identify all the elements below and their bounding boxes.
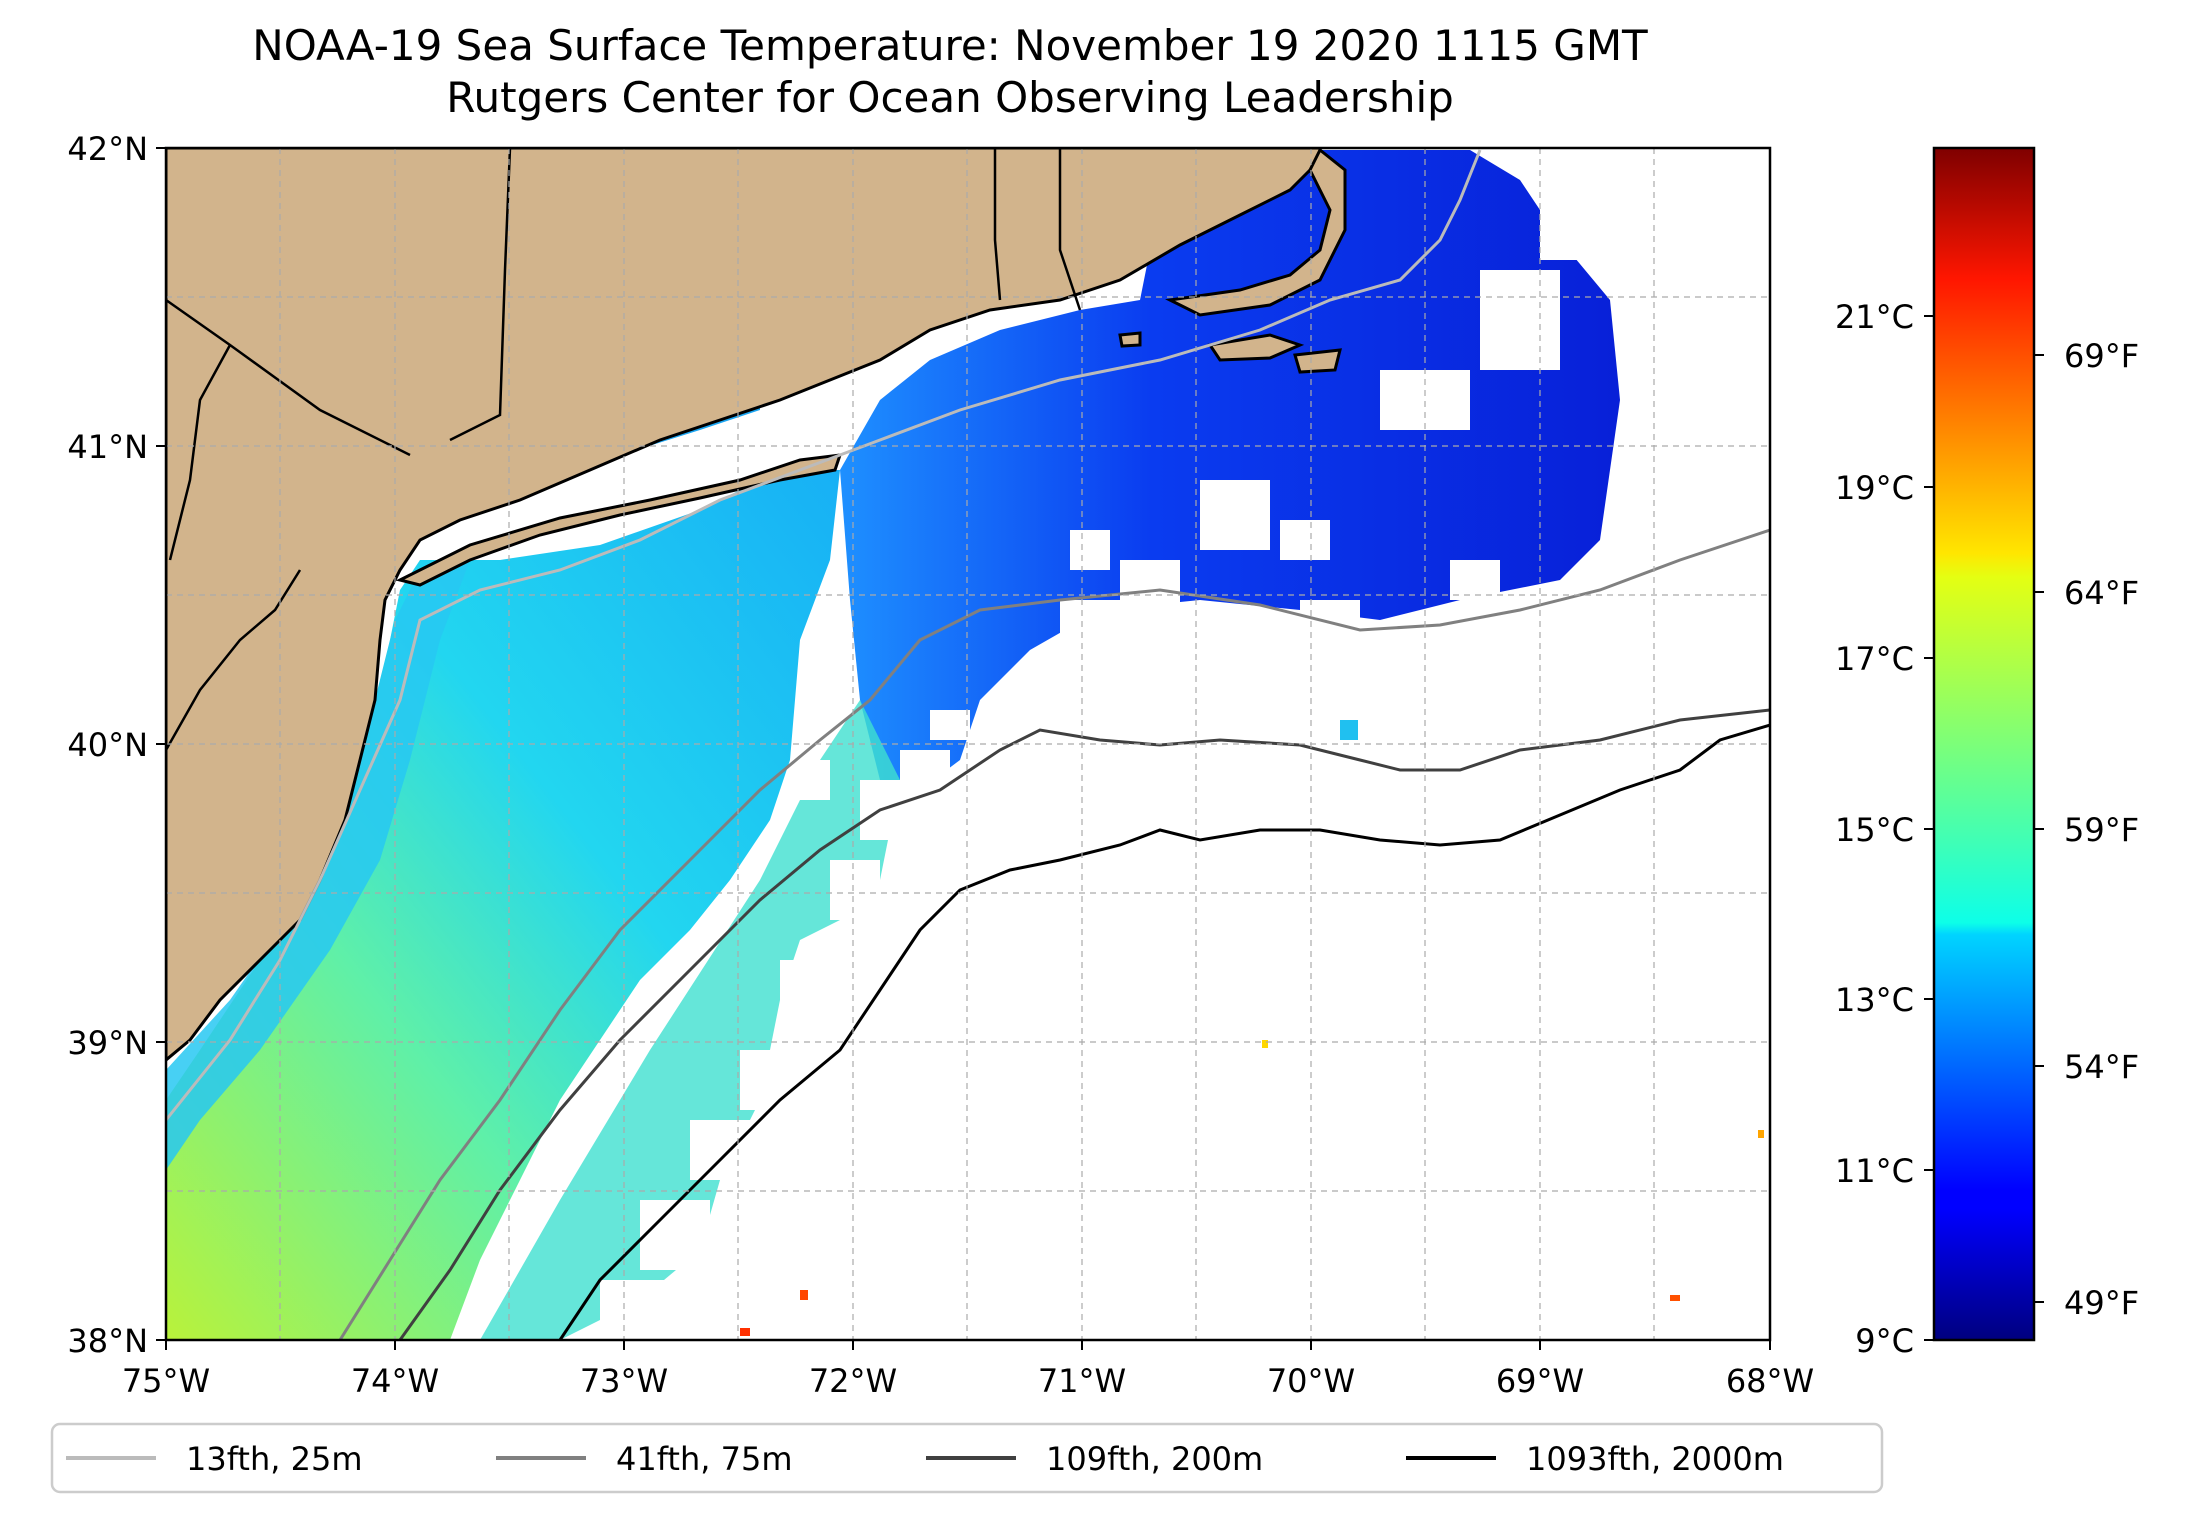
- fahrenheit-tick-label: 49°F: [2064, 1284, 2139, 1322]
- colorbar-gradient: [1932, 146, 2036, 1342]
- legend-label: 13fth, 25m: [186, 1440, 362, 1478]
- warm-specks: [740, 720, 1764, 1336]
- celsius-tick-label: 21°C: [1835, 298, 1914, 336]
- lon-tick-label: 69°W: [1496, 1362, 1584, 1400]
- lon-tick-label: 68°W: [1726, 1362, 1814, 1400]
- depth-legend: 13fth, 25m 41fth, 75m 109fth, 200m 1093f…: [50, 1422, 1884, 1494]
- cloud-gaps: [600, 200, 1600, 1340]
- lon-tick-label: 73°W: [580, 1362, 668, 1400]
- celsius-tick-label: 11°C: [1835, 1152, 1914, 1190]
- contour-200m: [398, 708, 1770, 1340]
- land-block-island: [1118, 331, 1142, 348]
- land-martha-vineyard: [1207, 333, 1305, 362]
- legend-label: 41fth, 75m: [616, 1440, 792, 1478]
- lon-tick-label: 75°W: [122, 1362, 210, 1400]
- land-nantucket: [1293, 348, 1342, 374]
- land-long-island: [395, 453, 843, 587]
- lat-tick-label: 38°N: [67, 1322, 148, 1360]
- state-borders: [166, 148, 1082, 751]
- longitude-axis: 75°W 74°W 73°W 72°W 71°W 70°W 69°W 68°W: [122, 1340, 1814, 1400]
- sst-northern-cold-water: [840, 150, 1620, 790]
- fahrenheit-tick-label: 69°F: [2064, 337, 2139, 375]
- sst-shelf-water: [166, 470, 840, 1340]
- lon-tick-label: 74°W: [351, 1362, 439, 1400]
- sst-offshore-fringe: [480, 700, 900, 1340]
- lat-tick-label: 42°N: [67, 130, 148, 168]
- legend-label: 109fth, 200m: [1046, 1440, 1263, 1478]
- celsius-tick-label: 15°C: [1835, 811, 1914, 849]
- lat-tick-label: 40°N: [67, 726, 148, 764]
- land-cape-cod: [1165, 148, 1347, 317]
- lat-tick-label: 39°N: [67, 1024, 148, 1062]
- celsius-tick-label: 19°C: [1835, 469, 1914, 507]
- title-line-2: Rutgers Center for Ocean Observing Leade…: [446, 73, 1454, 122]
- celsius-tick-label: 17°C: [1835, 640, 1914, 678]
- celsius-tick-label: 9°C: [1855, 1322, 1914, 1360]
- contour-25m: [166, 149, 1482, 1121]
- title-line-1: NOAA-19 Sea Surface Temperature: Novembe…: [252, 21, 1648, 70]
- colorbar: 21°C 19°C 17°C 15°C 13°C 11°C 9°C 69°F 6…: [1835, 146, 2139, 1360]
- gridlines: [166, 148, 1770, 1340]
- fahrenheit-tick-label: 59°F: [2064, 811, 2139, 849]
- latitude-axis: 42°N 41°N 40°N 39°N 38°N: [67, 130, 166, 1360]
- map-title: NOAA-19 Sea Surface Temperature: Novembe…: [0, 20, 1900, 124]
- lon-tick-label: 70°W: [1267, 1362, 1355, 1400]
- fahrenheit-tick-label: 54°F: [2064, 1048, 2139, 1086]
- bathymetry-contours: [166, 149, 1770, 1340]
- lon-tick-label: 72°W: [809, 1362, 897, 1400]
- contour-2000m: [558, 723, 1770, 1340]
- lat-tick-label: 41°N: [67, 428, 148, 466]
- fahrenheit-tick-label: 64°F: [2064, 574, 2139, 612]
- legend-label: 1093fth, 2000m: [1526, 1440, 1784, 1478]
- map-panel: [166, 148, 1770, 1340]
- contour-75m: [338, 528, 1770, 1340]
- lon-tick-label: 71°W: [1038, 1362, 1126, 1400]
- celsius-tick-label: 13°C: [1835, 981, 1914, 1019]
